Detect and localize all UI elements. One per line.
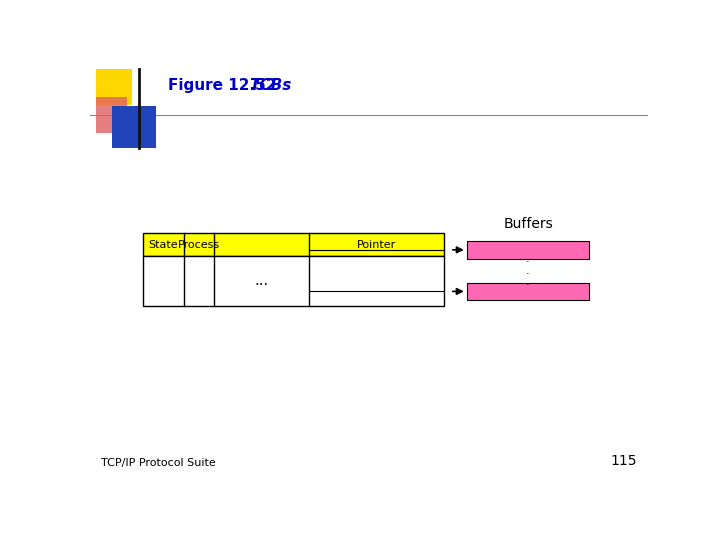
Text: ...: ... bbox=[254, 274, 269, 288]
Text: State: State bbox=[148, 240, 178, 249]
Text: Process: Process bbox=[178, 240, 220, 249]
FancyBboxPatch shape bbox=[467, 282, 590, 300]
FancyBboxPatch shape bbox=[143, 233, 444, 256]
Text: 115: 115 bbox=[611, 454, 637, 468]
FancyBboxPatch shape bbox=[96, 97, 127, 133]
Text: TCP/IP Protocol Suite: TCP/IP Protocol Suite bbox=[101, 458, 216, 468]
Text: Pointer: Pointer bbox=[357, 240, 396, 249]
FancyBboxPatch shape bbox=[467, 241, 590, 259]
Text: TCBs: TCBs bbox=[249, 78, 292, 93]
Text: Figure 12.52: Figure 12.52 bbox=[168, 78, 276, 93]
Text: Buffers: Buffers bbox=[503, 217, 553, 231]
FancyBboxPatch shape bbox=[143, 256, 444, 306]
Text: .
.
.: . . . bbox=[526, 254, 530, 287]
FancyBboxPatch shape bbox=[96, 69, 132, 105]
FancyBboxPatch shape bbox=[112, 106, 156, 148]
